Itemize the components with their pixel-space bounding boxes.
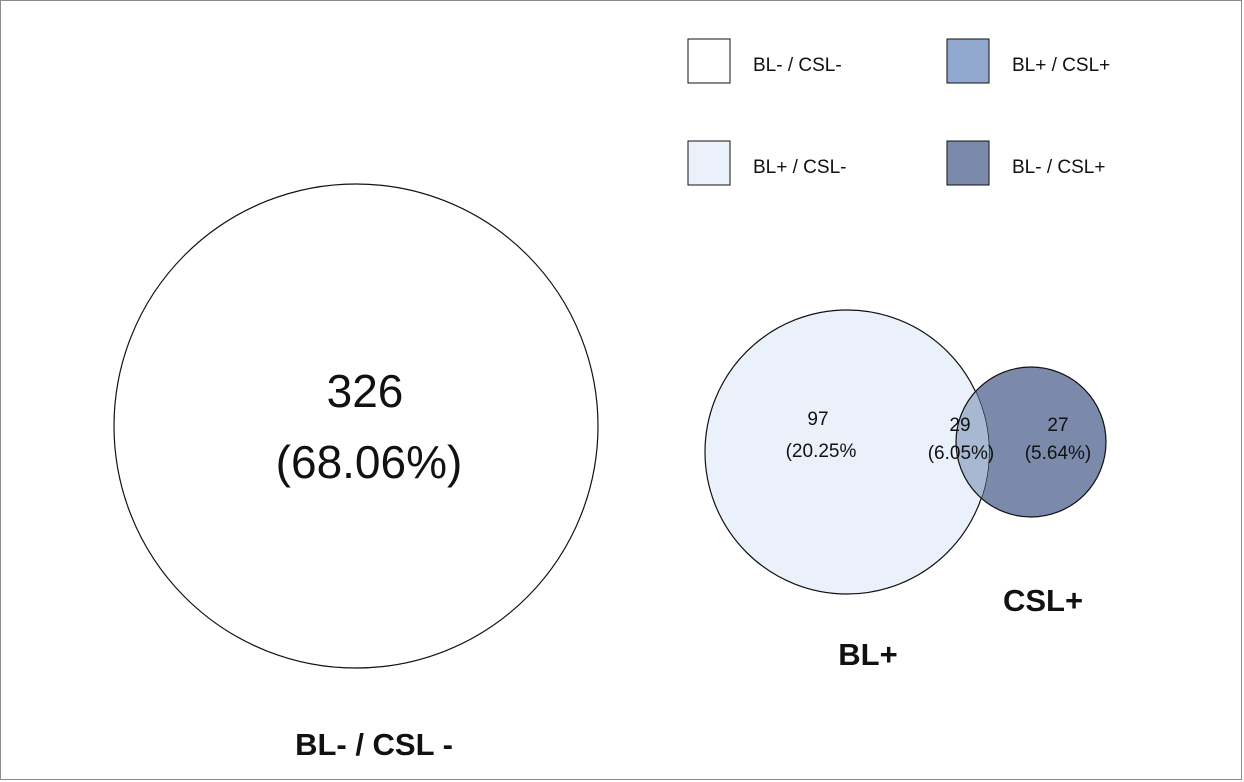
legend-label-both: BL+ / CSL+ — [1012, 55, 1110, 76]
intersection-region — [955, 366, 989, 518]
bl-only-percent: (20.25% — [786, 441, 857, 462]
csl-set-label: CSL+ — [1003, 583, 1083, 618]
legend-item-bl-only: BL+ / CSL- — [687, 140, 846, 186]
legend-item-neg: BL- / CSL- — [687, 38, 842, 84]
legend-swatch-neg — [687, 38, 731, 84]
bl-only-count: 97 — [807, 409, 828, 430]
legend-label-bl-only: BL+ / CSL- — [753, 157, 846, 178]
neg-set-label: BL- / CSL - — [295, 727, 453, 762]
legend-swatch-bl-only — [687, 140, 731, 186]
neg-count: 326 — [327, 365, 404, 417]
legend-label-csl-only: BL- / CSL+ — [1012, 157, 1105, 178]
both-percent: (6.05%) — [928, 443, 995, 464]
bl-set-label: BL+ — [838, 637, 897, 672]
both-count: 29 — [949, 415, 970, 436]
legend-label-neg: BL- / CSL- — [753, 55, 842, 76]
neg-percent: (68.06%) — [276, 436, 463, 488]
legend: BL- / CSL- BL+ / CSL+ BL+ / CSL- BL- / C… — [687, 38, 1110, 186]
legend-swatch-csl-only — [946, 140, 990, 186]
csl-only-count: 27 — [1047, 415, 1068, 436]
legend-swatch-both — [946, 38, 990, 84]
csl-only-percent: (5.64%) — [1025, 443, 1092, 464]
neg-circle — [113, 183, 599, 669]
legend-item-csl-only: BL- / CSL+ — [946, 140, 1105, 186]
legend-item-both: BL+ / CSL+ — [946, 38, 1110, 84]
